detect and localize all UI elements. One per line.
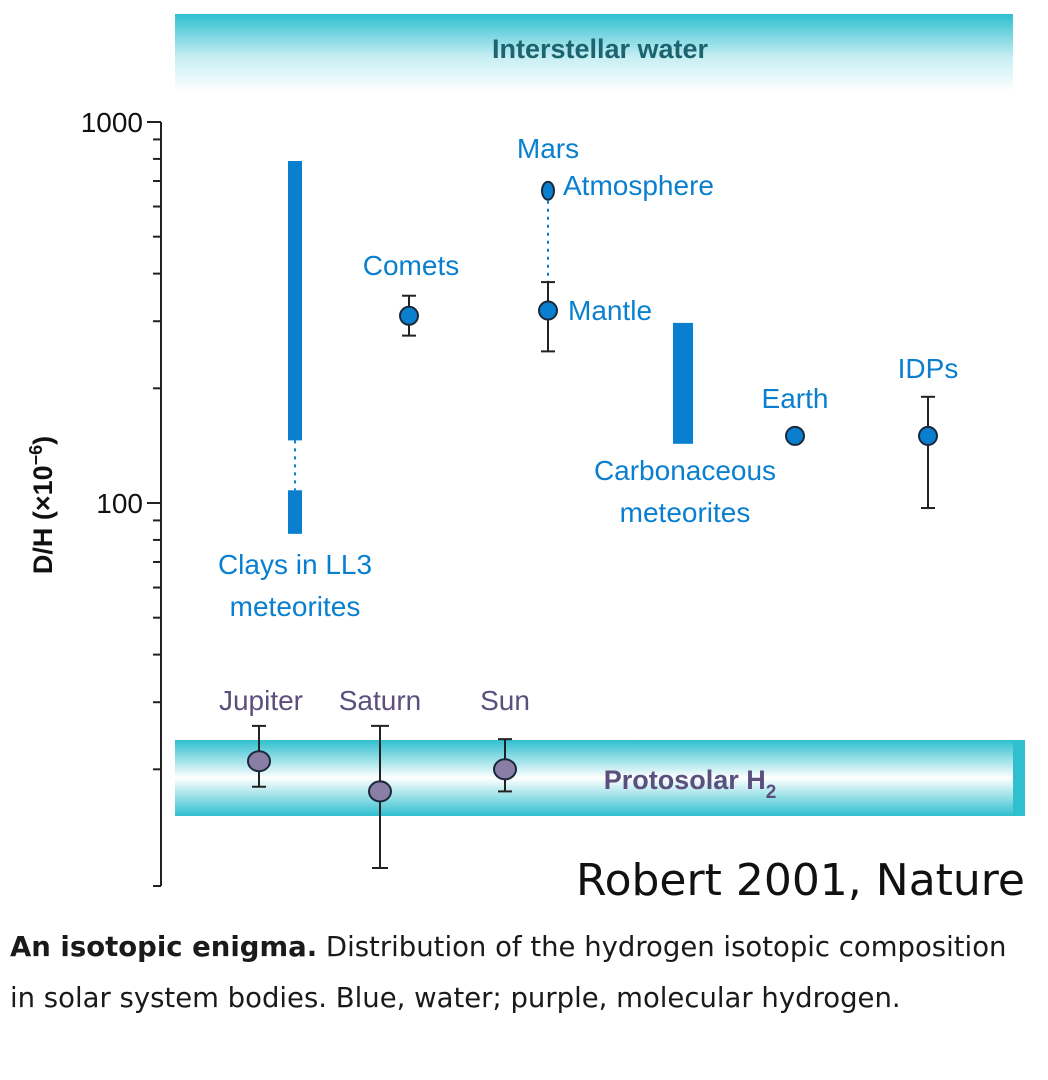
- sun-point: [493, 758, 517, 781]
- caption-text: Distribution of the hydrogen isotopic co…: [10, 931, 1007, 1014]
- idps-point: [918, 425, 938, 446]
- caption-title: An isotopic enigma.: [10, 931, 318, 963]
- label-idps: IDPs: [898, 353, 959, 384]
- label-earth: Earth: [762, 383, 829, 414]
- y-axis-tick-labels: 100 1000: [81, 107, 143, 519]
- y-axis-ticks: [147, 121, 161, 887]
- earth-point: [785, 425, 805, 446]
- comets-point: [399, 305, 419, 326]
- label-jupiter: Jupiter: [219, 685, 303, 716]
- label-carbonaceous-2: meteorites: [620, 497, 751, 528]
- data-marks: [247, 161, 938, 869]
- label-mantle: Mantle: [568, 295, 652, 326]
- y-tick-label: 100: [96, 488, 143, 519]
- label-comets: Comets: [363, 250, 459, 281]
- label-clays-1: Clays in LL3: [218, 549, 372, 580]
- idps-errorbar: [921, 395, 935, 510]
- label-clays-2: meteorites: [230, 591, 361, 622]
- figure-caption: An isotopic enigma. Distribution of the …: [10, 922, 1040, 1024]
- mars-mantle-point: [538, 300, 558, 321]
- label-saturn: Saturn: [339, 685, 422, 716]
- jupiter-point: [247, 750, 271, 773]
- y-tick-label: 1000: [81, 107, 143, 138]
- clays-range-bar-upper: [288, 161, 302, 441]
- protosolar-label: Protosolar H2: [604, 765, 777, 803]
- dh-chart: Interstellar water Protosolar H2 100 1000…: [26, 14, 1025, 900]
- interstellar-water-label: Interstellar water: [492, 34, 709, 64]
- label-mars: Mars: [517, 133, 579, 164]
- clays-range-bar-lower: [288, 490, 302, 534]
- source-annotation: Robert 2001, Nature: [576, 855, 1025, 900]
- y-axis-label: D/H (×10−6): [26, 436, 58, 574]
- carbonaceous-range-bar: [673, 322, 693, 444]
- mars-atmosphere-point: [541, 180, 555, 201]
- label-sun: Sun: [480, 685, 530, 716]
- protosolar-band: [175, 740, 1025, 816]
- label-carbonaceous-1: Carbonaceous: [594, 455, 776, 486]
- interstellar-water-band: [175, 14, 1013, 92]
- saturn-point: [368, 780, 392, 803]
- label-atmosphere: Atmosphere: [563, 170, 714, 201]
